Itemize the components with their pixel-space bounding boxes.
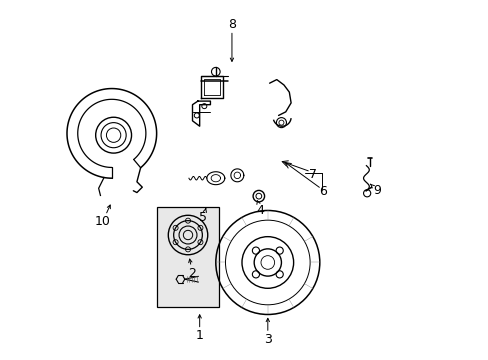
Text: 8: 8 xyxy=(227,18,236,31)
Text: 5: 5 xyxy=(199,211,207,224)
Text: 6: 6 xyxy=(319,185,326,198)
Bar xyxy=(156,207,219,307)
Text: 2: 2 xyxy=(188,267,196,280)
Text: 3: 3 xyxy=(264,333,271,346)
Text: 4: 4 xyxy=(256,204,264,217)
Text: 10: 10 xyxy=(95,215,111,228)
Text: 9: 9 xyxy=(372,184,380,197)
Text: 1: 1 xyxy=(195,329,203,342)
Text: 7: 7 xyxy=(308,168,316,181)
